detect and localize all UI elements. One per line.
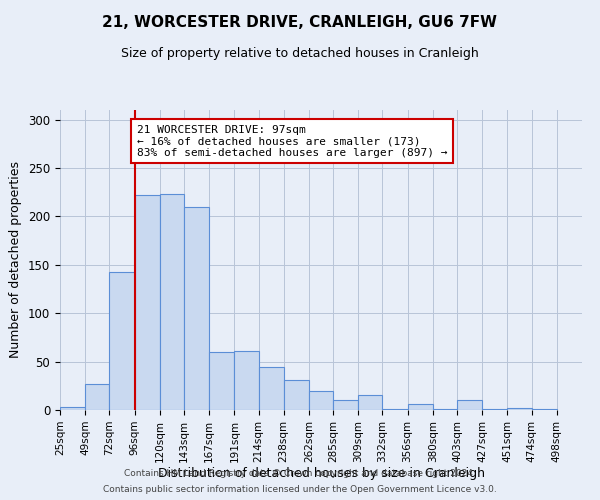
Bar [259, 368, 284, 410]
Text: 21 WORCESTER DRIVE: 97sqm
← 16% of detached houses are smaller (173)
83% of semi: 21 WORCESTER DRIVE: 97sqm ← 16% of detac… [137, 124, 447, 158]
Text: Size of property relative to detached houses in Cranleigh: Size of property relative to detached ho… [121, 48, 479, 60]
Bar [358, 394, 382, 410]
Bar [309, 390, 333, 410]
Y-axis label: Number of detached properties: Number of detached properties [10, 162, 22, 358]
Bar [109, 272, 134, 410]
Bar [532, 409, 557, 410]
Bar [284, 380, 309, 410]
Bar [134, 195, 160, 410]
Bar [382, 409, 407, 410]
X-axis label: Distribution of detached houses by size in Cranleigh: Distribution of detached houses by size … [157, 468, 485, 480]
Text: Contains HM Land Registry data © Crown copyright and database right 2024.: Contains HM Land Registry data © Crown c… [124, 468, 476, 477]
Bar [209, 352, 235, 410]
Text: Contains public sector information licensed under the Open Government Licence v3: Contains public sector information licen… [103, 485, 497, 494]
Bar [508, 408, 532, 410]
Bar [482, 409, 508, 410]
Bar [433, 409, 457, 410]
Bar [235, 351, 259, 410]
Text: 21, WORCESTER DRIVE, CRANLEIGH, GU6 7FW: 21, WORCESTER DRIVE, CRANLEIGH, GU6 7FW [103, 15, 497, 30]
Bar [60, 407, 85, 410]
Bar [85, 384, 109, 410]
Bar [184, 207, 209, 410]
Bar [407, 404, 433, 410]
Bar [333, 400, 358, 410]
Bar [457, 400, 482, 410]
Bar [160, 194, 184, 410]
